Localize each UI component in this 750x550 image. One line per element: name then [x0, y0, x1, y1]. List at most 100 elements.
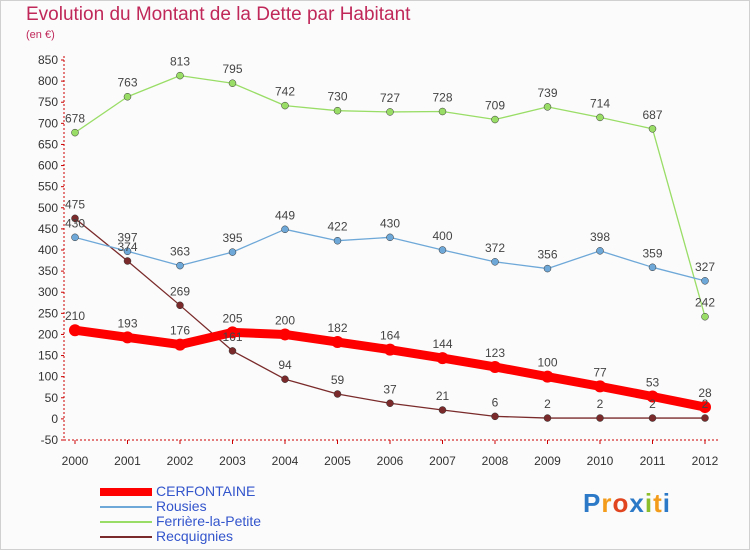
data-point — [279, 328, 291, 341]
legend-label: CERFONTAINE — [156, 483, 256, 499]
x-tick-label: 2011 — [640, 454, 666, 468]
data-label: 53 — [646, 376, 660, 390]
logo-letter: t — [653, 488, 663, 518]
data-label: 269 — [170, 284, 190, 298]
data-point — [384, 343, 396, 356]
data-label: 21 — [436, 389, 450, 403]
x-tick-label: 2002 — [167, 454, 194, 468]
data-label: 714 — [590, 96, 610, 110]
data-point — [594, 380, 606, 393]
data-point — [123, 247, 132, 256]
data-label: 28 — [698, 386, 712, 400]
legend-label: Recquignies — [156, 528, 234, 544]
y-tick-label: 50 — [45, 391, 59, 405]
data-point — [543, 103, 552, 111]
line-chart: -50 0 50 100 150 200 250 300 350 400 450 500 550 600 6… — [38, 53, 720, 468]
data-point — [596, 414, 604, 422]
data-label: 430 — [65, 216, 85, 230]
data-label: 678 — [65, 112, 85, 126]
data-label: 763 — [117, 76, 137, 90]
y-tick-label: 550 — [38, 180, 58, 194]
x-tick-label: 2001 — [114, 454, 141, 468]
data-label: 372 — [485, 241, 505, 255]
logo-letter: P — [583, 488, 602, 518]
data-point — [176, 301, 184, 310]
data-point — [176, 71, 184, 80]
logo-letter: i — [644, 488, 654, 518]
data-point — [543, 414, 552, 422]
data-label: 374 — [117, 240, 137, 254]
logo-letter: i — [662, 488, 671, 518]
y-tick-label: 150 — [38, 349, 58, 363]
x-tick-label: 2007 — [429, 454, 456, 468]
legend-swatch — [100, 506, 152, 508]
data-point — [543, 264, 552, 273]
data-point — [228, 347, 237, 355]
data-point — [123, 92, 132, 101]
data-point — [176, 261, 184, 270]
data-point — [71, 214, 79, 223]
data-label: 430 — [380, 216, 400, 230]
data-point — [228, 248, 237, 256]
y-tick-label: 700 — [38, 116, 58, 130]
data-point — [489, 360, 501, 373]
data-point — [226, 326, 239, 339]
data-label: 182 — [327, 321, 347, 335]
data-point — [491, 412, 499, 421]
y-tick-label: 450 — [38, 222, 58, 236]
data-label: 727 — [380, 91, 400, 105]
y-tick-label: 100 — [38, 370, 58, 384]
data-point — [281, 375, 289, 383]
data-point — [701, 414, 709, 422]
data-point — [123, 257, 132, 265]
data-point — [438, 107, 447, 116]
data-point — [228, 79, 237, 87]
data-label: 359 — [642, 246, 662, 260]
data-point — [699, 401, 711, 414]
proxiti-logo: Proxiti — [583, 488, 671, 519]
data-point — [646, 390, 659, 403]
data-label: 709 — [485, 99, 505, 113]
y-tick-label: 500 — [38, 201, 58, 215]
logo-letter: x — [629, 488, 645, 518]
data-label: 356 — [537, 248, 557, 262]
x-tick-label: 2008 — [482, 454, 509, 468]
data-point — [121, 331, 134, 344]
x-tick-label: 2004 — [272, 454, 299, 468]
data-point — [71, 128, 79, 137]
data-label: 397 — [117, 230, 137, 244]
logo-letter: r — [601, 488, 613, 518]
y-tick-label: 300 — [38, 285, 58, 299]
data-label: 2 — [544, 397, 551, 411]
data-label: 59 — [331, 373, 345, 387]
data-point — [596, 113, 604, 122]
data-label: 2 — [649, 397, 656, 411]
data-label: 200 — [275, 313, 295, 327]
x-tick-label: 2006 — [377, 454, 404, 468]
data-point — [281, 101, 289, 110]
data-point — [438, 246, 447, 254]
data-label: 193 — [117, 316, 137, 330]
data-point — [701, 277, 709, 285]
data-label: 94 — [278, 358, 292, 372]
y-tick-label: 800 — [38, 74, 58, 88]
y-tick-label: 850 — [38, 53, 58, 67]
data-label: 210 — [65, 309, 85, 323]
data-label: 242 — [695, 296, 715, 310]
data-point — [71, 233, 79, 242]
legend-swatch — [100, 521, 152, 523]
data-point — [333, 236, 342, 245]
data-label: 400 — [432, 229, 452, 243]
x-tick-label: 2010 — [587, 454, 614, 468]
y-tick-label: 350 — [38, 264, 58, 278]
chart-subtitle: (en €) — [26, 29, 55, 41]
x-tick-label: 2000 — [62, 454, 89, 468]
data-label: 742 — [275, 85, 295, 99]
legend-label: Rousies — [156, 498, 207, 514]
x-tick-label: 2003 — [219, 454, 246, 468]
data-label: 6 — [492, 395, 499, 409]
data-label: 123 — [485, 346, 505, 360]
data-label: 475 — [65, 197, 85, 211]
data-label: 327 — [695, 260, 715, 274]
